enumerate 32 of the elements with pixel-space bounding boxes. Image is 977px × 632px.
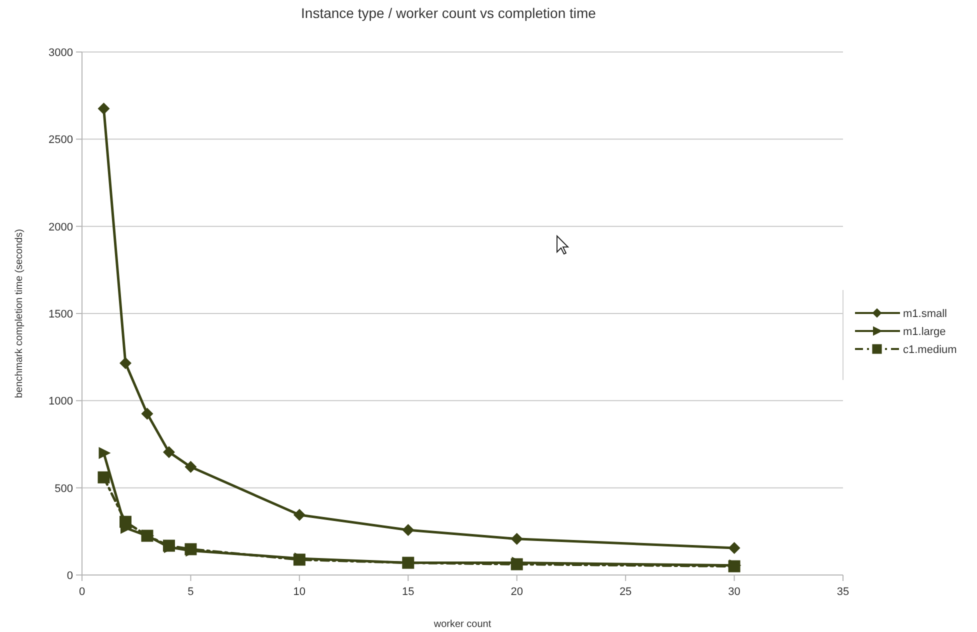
point xyxy=(402,524,414,536)
x-tick-label: 10 xyxy=(293,586,306,598)
point xyxy=(728,542,740,554)
point xyxy=(98,471,110,484)
y-tick-label: 3000 xyxy=(48,47,73,59)
x-tick-label: 0 xyxy=(78,586,86,598)
y-axis-title: benchmark completion time (seconds) xyxy=(14,229,25,398)
y-tick-label: 1500 xyxy=(48,308,73,320)
y-tick-label: 0 xyxy=(66,570,73,582)
y-tick-label: 1000 xyxy=(48,396,73,408)
y-tick-label: 2500 xyxy=(48,134,73,146)
legend-label: m1.large xyxy=(903,326,946,338)
point xyxy=(293,508,306,521)
point xyxy=(98,446,111,459)
point xyxy=(162,446,175,458)
legend-label: m1.small xyxy=(903,308,948,320)
point xyxy=(98,102,110,115)
point xyxy=(184,460,197,473)
x-tick-label: 15 xyxy=(402,586,414,598)
y-tick-label: 2000 xyxy=(48,221,73,234)
chart-title: Instance type / worker count vs completion time xyxy=(301,5,596,21)
legend-label: c1.medium xyxy=(903,344,957,356)
point xyxy=(141,408,154,420)
y-tick-label: 500 xyxy=(54,482,73,495)
point xyxy=(510,532,523,545)
x-tick-label: 5 xyxy=(188,586,194,598)
x-tick-label: 20 xyxy=(510,586,523,598)
x-tick-label: 35 xyxy=(836,586,850,598)
x-tick-label: 30 xyxy=(728,586,740,598)
point xyxy=(119,357,132,370)
x-tick-label: 25 xyxy=(619,586,632,598)
x-axis-title: worker count xyxy=(432,619,492,630)
